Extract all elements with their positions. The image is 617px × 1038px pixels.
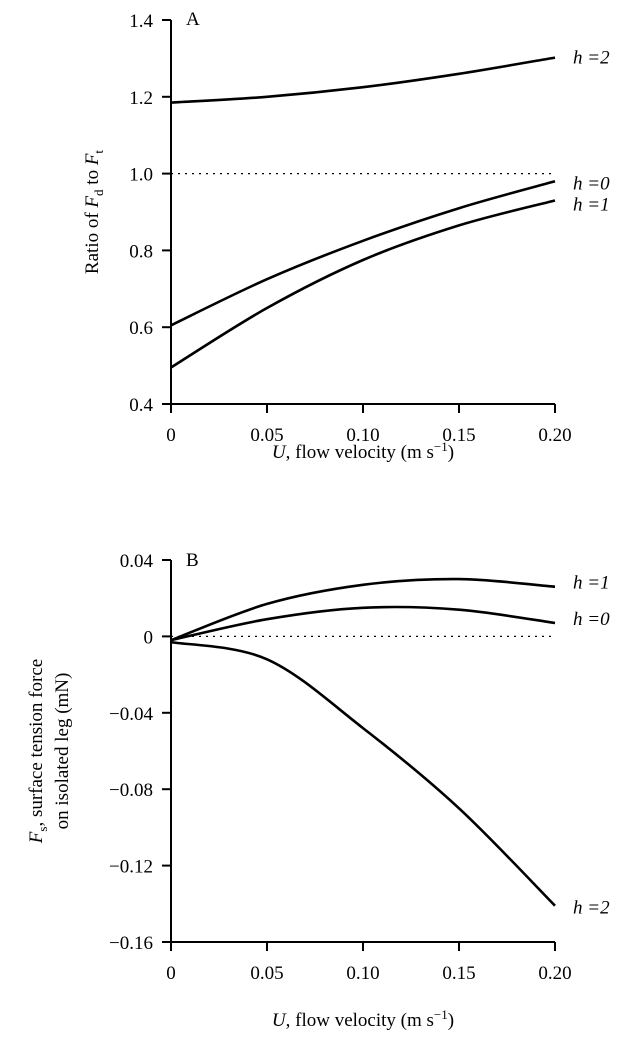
panel-b-series: h =1 h =0 h =2 <box>170 573 610 919</box>
panel-a-y-tick-label: 0.4 <box>129 395 153 416</box>
panel-b-xlabel-var: U <box>272 1010 287 1031</box>
panel-a-ylabel-pre: Ratio of <box>82 208 103 275</box>
panel-b-y-tick-label: 0.04 <box>120 551 154 572</box>
panel-a-y-tick-label: 1.2 <box>129 88 153 109</box>
panel-a-label: A <box>186 9 200 30</box>
panel-a-series-line <box>170 56 556 104</box>
panel-b-x-tick-label: 0.15 <box>442 963 475 984</box>
panel-a-series-line <box>170 199 556 369</box>
panel-b-xlabel-text: , flow velocity (m s <box>286 1010 434 1031</box>
panel-a-ylabel-v2: F <box>82 153 103 166</box>
panel-a-xlabel-text: , flow velocity (m s <box>286 442 434 463</box>
panel-b-ylabel-sub: s <box>35 827 50 832</box>
panel-a-xlabel-close: ) <box>448 442 454 463</box>
panel-a-ylabel-v1: F <box>82 196 103 209</box>
panel-a-x-axis-label: U, flow velocity (m s−1) <box>272 439 454 463</box>
panel-a-series-line <box>170 180 556 327</box>
panel-a-y-tick-label: 0.6 <box>129 318 153 339</box>
panel-a-series: h =2 h =0h =1 <box>170 48 610 369</box>
panel-b-x-tick-label: 0.05 <box>250 963 283 984</box>
panel-a-xlabel-sup: −1 <box>434 439 448 454</box>
panel-a-x-tick-label: 0 <box>166 425 176 446</box>
panel-b-xlabel-close: ) <box>448 1010 454 1031</box>
panel-a-y-axis-label: Ratio of Fd to Ft <box>82 150 106 275</box>
panel-a-x-tick-label: 0.15 <box>442 425 475 446</box>
panel-b-series-label: h =2 <box>573 898 610 919</box>
panel-a-series-label: h =2 <box>573 48 610 69</box>
panel-b-series-line <box>170 605 556 642</box>
panel-b-series-label: h =0 <box>573 609 610 630</box>
panel-b-label: B <box>186 550 199 571</box>
panel-b-y-tick-label: −0.12 <box>109 857 153 878</box>
panel-a-y-tick-label: 1.4 <box>129 11 153 32</box>
panel-b-ticks: −0.16 −0.12 −0.08 −0.04 0 0.04 0 0.05 0.10 0.15 0.… <box>109 551 572 984</box>
panel-b-x-tick-label: 0 <box>166 963 176 984</box>
panel-b-ylabel-var: F <box>26 831 47 844</box>
panel-a-ylabel-mid: to <box>82 165 103 189</box>
panel-b-xlabel-sup: −1 <box>434 1007 448 1022</box>
panel-b-series-line <box>170 640 556 907</box>
panel-a-chart: A 0.4 0.6 0.8 1.0 1.2 1.4 0 0.05 0.10 0.15 0.20 h … <box>82 9 610 463</box>
panel-b-x-axis-label: U, flow velocity (m s−1) <box>272 1007 454 1031</box>
panel-a-xlabel-var: U <box>272 442 287 463</box>
panel-a-ylabel-s2: t <box>91 150 106 154</box>
panel-a-y-tick-label: 1.0 <box>129 165 153 186</box>
panel-b-y-tick-label: 0 <box>144 627 154 648</box>
panel-b-y-axis-label-line1: Fs, surface tension force <box>26 659 50 844</box>
panel-b-y-tick-label: −0.16 <box>109 933 153 954</box>
panel-a-x-tick-label: 0.20 <box>538 425 571 446</box>
panel-a-x-tick-label: 0.10 <box>346 425 379 446</box>
panel-a-series-label: h =0 <box>573 173 610 194</box>
panel-b-y-tick-label: −0.04 <box>109 704 153 725</box>
panel-b-chart: B −0.16 −0.12 −0.08 −0.04 0 0.04 0 0.05 0.10 0.15… <box>26 550 610 1031</box>
panel-b-x-tick-label: 0.20 <box>538 963 571 984</box>
panel-b-series-line <box>170 577 556 642</box>
panel-b-y-axis-label-line2: on isolated leg (mN) <box>52 673 73 830</box>
panel-a-ylabel-s1: d <box>91 189 106 196</box>
panel-b-x-tick-label: 0.10 <box>346 963 379 984</box>
panel-a-series-label: h =1 <box>573 194 610 215</box>
panel-b-series-label: h =1 <box>573 573 610 594</box>
panel-a-x-tick-label: 0.05 <box>250 425 283 446</box>
panel-b-ylabel-text: , surface tension force <box>26 659 47 827</box>
panel-b-y-tick-label: −0.08 <box>109 780 153 801</box>
panel-a-ticks: 0.4 0.6 0.8 1.0 1.2 1.4 0 0.05 0.10 0.15 0.20 <box>129 11 571 446</box>
panel-a-y-tick-label: 0.8 <box>129 241 153 262</box>
